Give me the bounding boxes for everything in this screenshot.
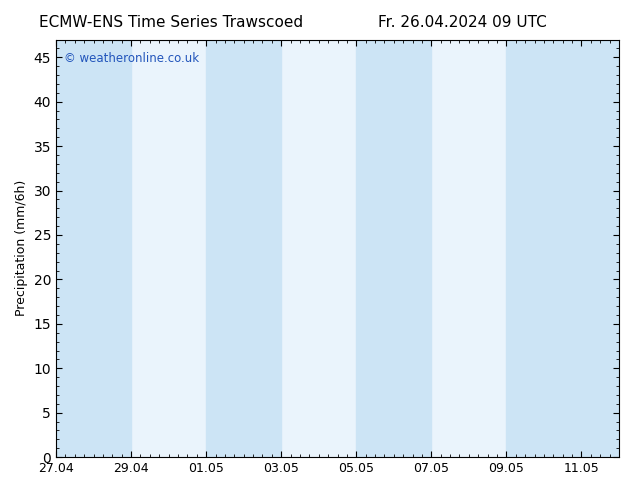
Bar: [507, 40, 619, 457]
Bar: [356, 40, 431, 457]
Text: ECMW-ENS Time Series Trawscoed: ECMW-ENS Time Series Trawscoed: [39, 15, 303, 30]
Y-axis label: Precipitation (mm/6h): Precipitation (mm/6h): [15, 180, 28, 317]
Bar: [56, 40, 131, 457]
Bar: [206, 40, 281, 457]
Text: © weatheronline.co.uk: © weatheronline.co.uk: [65, 52, 200, 65]
Text: Fr. 26.04.2024 09 UTC: Fr. 26.04.2024 09 UTC: [378, 15, 547, 30]
